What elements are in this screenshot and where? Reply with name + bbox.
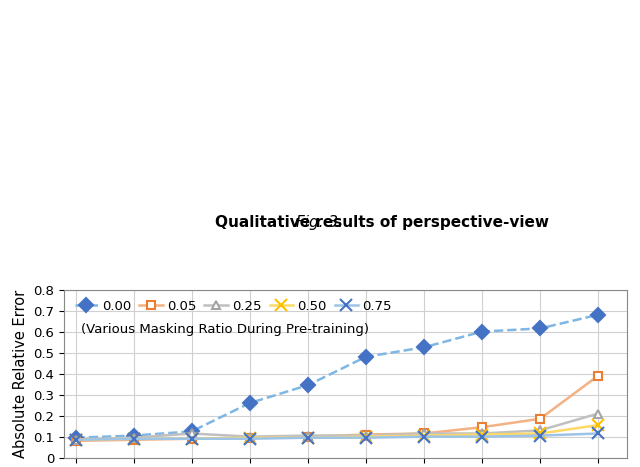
0.75 bbox=[420, 434, 428, 439]
Legend: 0.00, 0.05, 0.25, 0.50, 0.75: 0.00, 0.05, 0.25, 0.50, 0.75 bbox=[70, 296, 396, 317]
Text: Qualitative results of perspective-view: Qualitative results of perspective-view bbox=[194, 215, 548, 230]
0.50 bbox=[362, 434, 370, 439]
0.05 bbox=[130, 437, 138, 443]
0.25 bbox=[304, 433, 312, 439]
0.00 bbox=[246, 400, 253, 406]
0.75 bbox=[72, 437, 79, 443]
0.00 bbox=[536, 325, 544, 331]
0.50 bbox=[420, 433, 428, 439]
0.00 bbox=[130, 433, 138, 439]
0.75 bbox=[304, 435, 312, 440]
0.75 bbox=[130, 436, 138, 442]
0.05 bbox=[72, 438, 79, 444]
0.00 bbox=[595, 312, 602, 318]
0.05 bbox=[536, 416, 544, 422]
Text: Fig. 3.: Fig. 3. bbox=[296, 215, 344, 230]
0.75 bbox=[188, 436, 196, 442]
Line: 0.05: 0.05 bbox=[72, 372, 602, 445]
Line: 0.75: 0.75 bbox=[70, 428, 604, 446]
0.25 bbox=[246, 434, 253, 439]
0.50 bbox=[595, 422, 602, 428]
0.25 bbox=[595, 411, 602, 417]
0.25 bbox=[420, 431, 428, 436]
0.00 bbox=[72, 435, 79, 440]
0.75 bbox=[362, 435, 370, 440]
0.25 bbox=[188, 431, 196, 436]
0.00 bbox=[362, 354, 370, 360]
0.75 bbox=[595, 431, 602, 436]
0.50 bbox=[130, 436, 138, 442]
0.00 bbox=[420, 345, 428, 350]
0.05 bbox=[246, 435, 253, 440]
0.00 bbox=[478, 329, 486, 334]
0.25 bbox=[130, 435, 138, 440]
Line: 0.50: 0.50 bbox=[70, 419, 604, 446]
0.05 bbox=[304, 434, 312, 439]
0.50 bbox=[188, 436, 196, 442]
0.00 bbox=[304, 382, 312, 388]
0.25 bbox=[536, 428, 544, 433]
0.50 bbox=[478, 432, 486, 437]
0.00 bbox=[188, 429, 196, 434]
0.75 bbox=[478, 434, 486, 439]
0.05 bbox=[478, 425, 486, 430]
0.50 bbox=[72, 437, 79, 443]
0.25 bbox=[478, 431, 486, 436]
Line: 0.00: 0.00 bbox=[71, 310, 603, 443]
0.50 bbox=[304, 435, 312, 440]
0.25 bbox=[72, 437, 79, 443]
0.05 bbox=[595, 373, 602, 378]
0.75 bbox=[246, 436, 253, 442]
0.05 bbox=[188, 436, 196, 442]
0.05 bbox=[362, 432, 370, 437]
0.05 bbox=[420, 431, 428, 436]
Line: 0.25: 0.25 bbox=[72, 410, 602, 444]
0.50 bbox=[536, 431, 544, 436]
0.75 bbox=[536, 433, 544, 439]
Text: (Various Masking Ratio During Pre-training): (Various Masking Ratio During Pre-traini… bbox=[81, 323, 369, 336]
0.50 bbox=[246, 435, 253, 440]
0.25 bbox=[362, 433, 370, 439]
Y-axis label: Absolute Relative Error: Absolute Relative Error bbox=[13, 290, 28, 458]
